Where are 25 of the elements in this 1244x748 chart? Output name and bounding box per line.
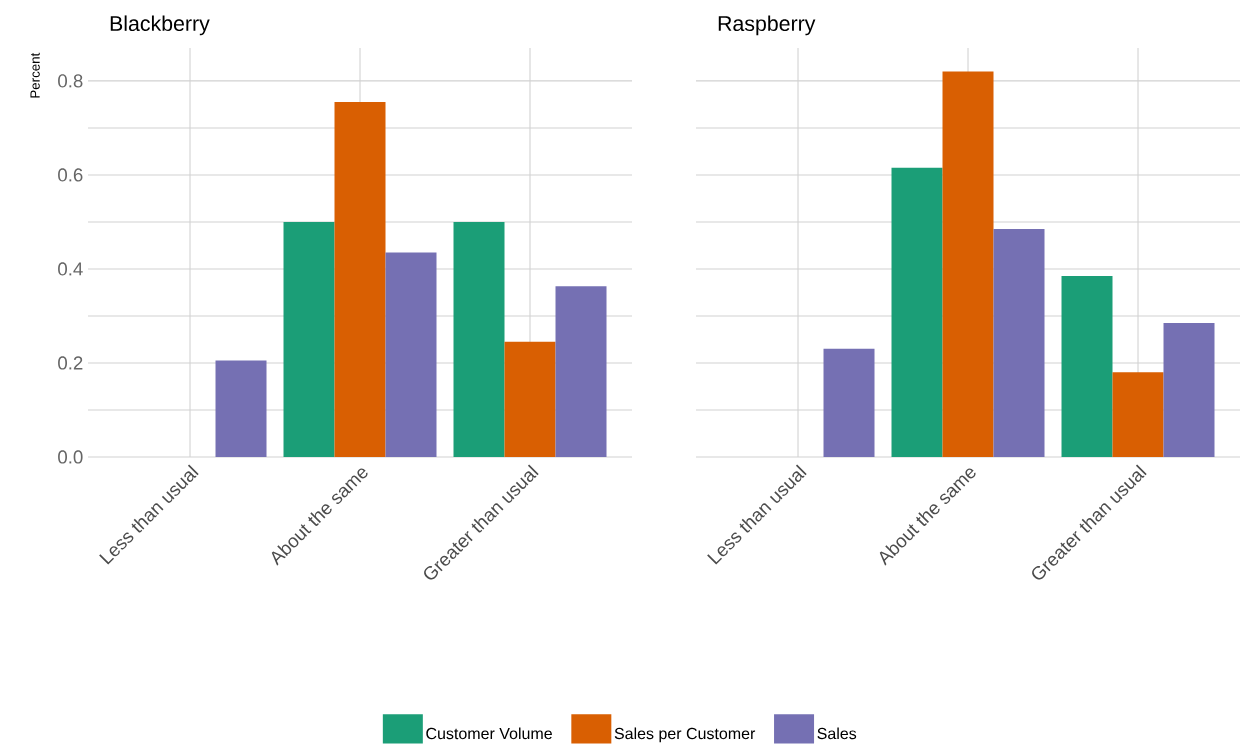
legend-label: Sales per Customer bbox=[614, 727, 756, 743]
y-tick-label: 0.2 bbox=[58, 356, 83, 370]
bar bbox=[1112, 372, 1164, 457]
bar bbox=[1061, 275, 1113, 457]
bar bbox=[504, 341, 556, 457]
y-axis-title: Percent bbox=[30, 52, 40, 98]
bar bbox=[1163, 323, 1215, 457]
bar bbox=[823, 348, 875, 457]
bar bbox=[555, 286, 607, 457]
y-tick-label: 0.0 bbox=[58, 450, 83, 464]
chart-title: Raspberry bbox=[718, 15, 816, 36]
chart-title: Blackberry bbox=[110, 15, 210, 36]
bar bbox=[453, 221, 505, 457]
bar bbox=[215, 360, 267, 457]
y-tick-label: 0.8 bbox=[58, 74, 83, 88]
y-tick-label: 0.4 bbox=[58, 262, 83, 276]
bar bbox=[993, 228, 1045, 457]
bar bbox=[942, 71, 994, 457]
bar bbox=[334, 102, 386, 457]
y-tick-label: 0.6 bbox=[58, 168, 83, 182]
bar bbox=[891, 167, 943, 457]
legend-label: Sales bbox=[817, 727, 857, 740]
bar bbox=[385, 252, 437, 457]
legend-label: Customer Volume bbox=[426, 727, 552, 740]
bar bbox=[283, 221, 335, 457]
